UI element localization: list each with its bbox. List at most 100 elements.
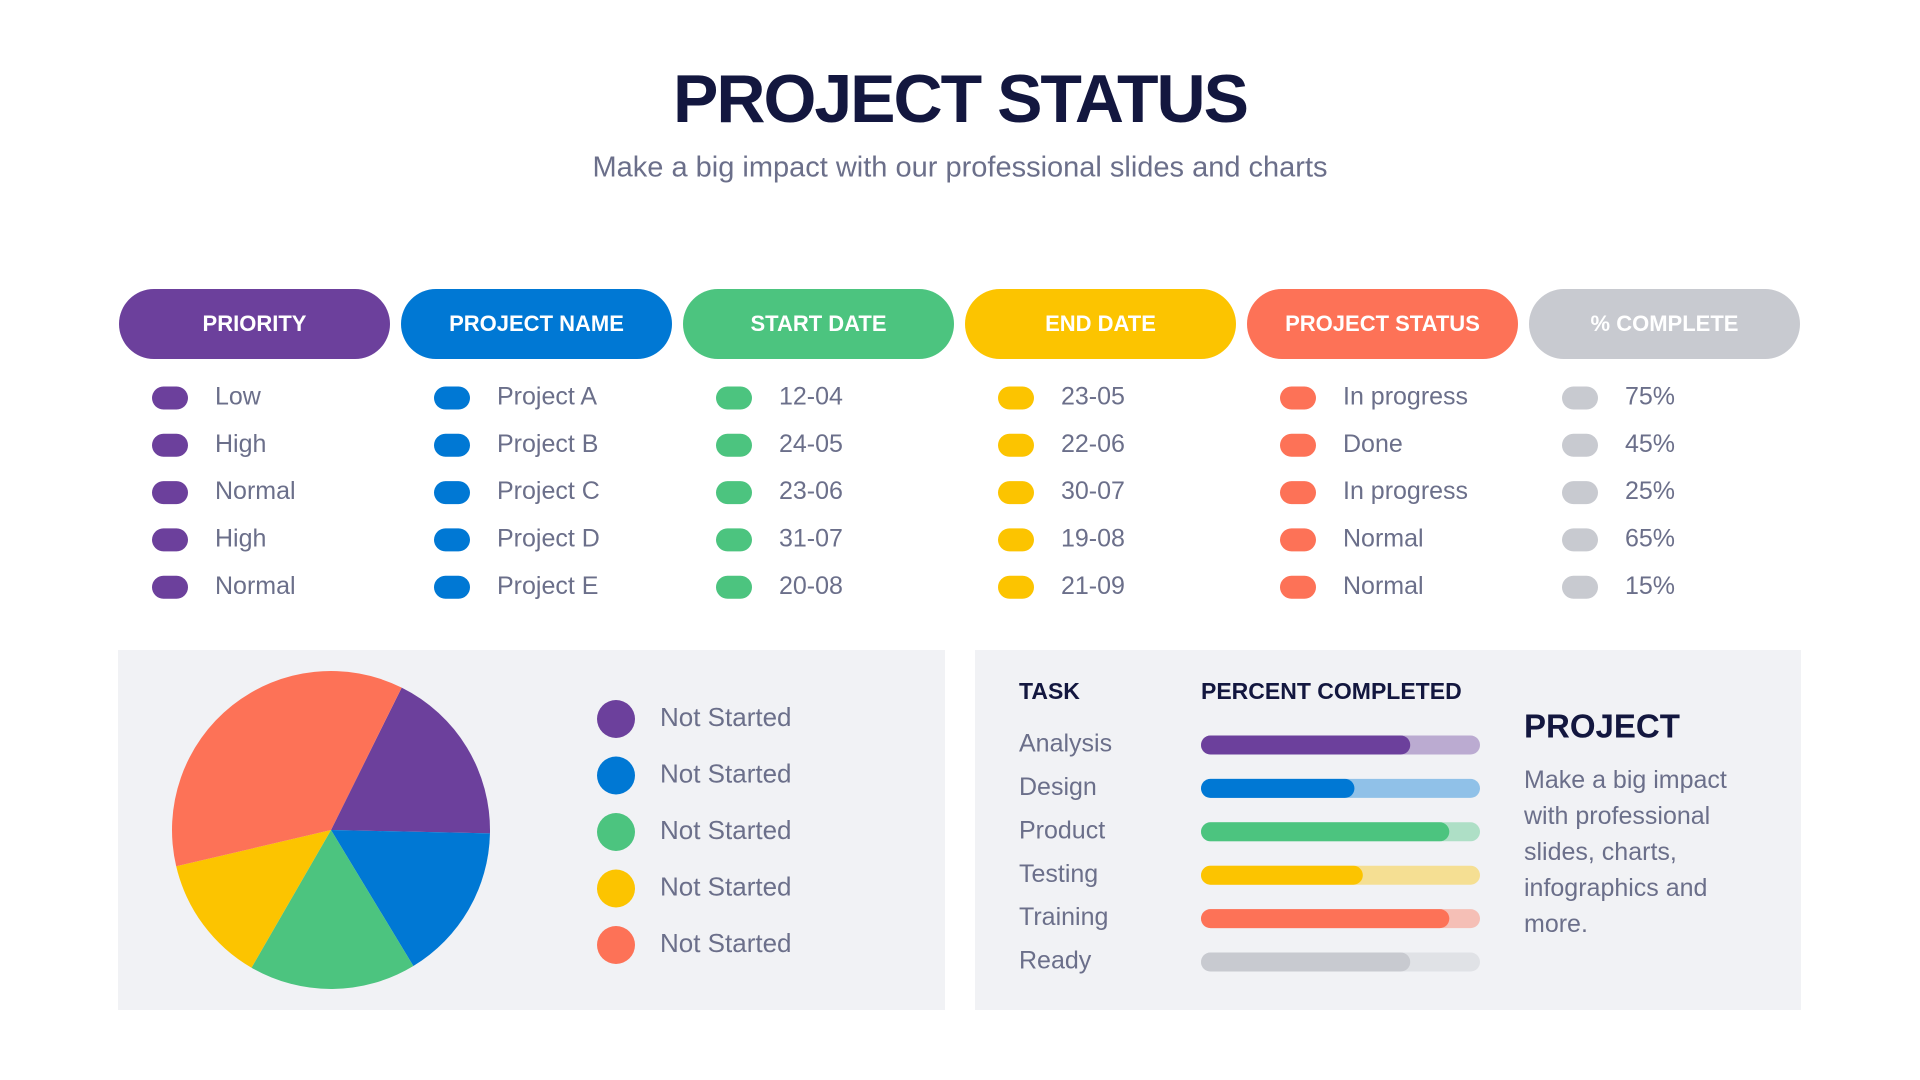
cell: 45% [1625,430,1675,458]
legend-dot [597,869,635,908]
header-label: END DATE [1045,311,1156,336]
row-dot [434,528,470,552]
row-dot [152,386,188,410]
task-label: Design [1019,773,1097,801]
cell: 15% [1625,572,1675,600]
cell: In progress [1343,383,1468,411]
bar [1201,909,1450,929]
header-pill [401,289,672,359]
row-dot [1280,386,1316,410]
pie-slice [172,671,402,867]
header-pill [683,289,954,359]
row-dot [1280,575,1316,599]
row-dot [1280,528,1316,552]
cell: High [215,525,266,553]
cell: 22-06 [1061,430,1125,458]
header-pill [1529,289,1800,359]
cell: Project B [497,430,598,458]
row-dot [434,481,470,505]
cell: High [215,430,266,458]
row-dot [998,433,1034,457]
cell: 24-05 [779,430,843,458]
task-label: Training [1019,903,1108,931]
row-dot [1562,481,1598,505]
row-dot [152,433,188,457]
header-label: PROJECT STATUS [1285,311,1480,336]
pie-slice [251,830,414,989]
task-label: Testing [1019,860,1098,888]
task-label: Ready [1019,947,1092,975]
legend-dot [597,926,635,964]
legend-dot [597,813,635,851]
row-dot [152,528,188,552]
legend-label: Not Started [660,702,792,732]
cell: 23-06 [779,477,843,505]
header-label: PROJECT NAME [449,311,624,336]
pie-slice [331,830,490,967]
cell: 25% [1625,477,1675,505]
cell: 65% [1625,525,1675,553]
legend-label: Not Started [660,815,792,845]
row-dot [998,528,1034,552]
row-dot [716,528,752,552]
row-dot [716,433,752,457]
row-dot [1280,433,1316,457]
bar [1201,865,1363,885]
cell: Project A [497,383,597,411]
row-dot [152,575,188,599]
cell: 12-04 [779,383,843,411]
row-dot [716,386,752,410]
cell: 21-09 [1061,572,1125,600]
cell: Low [215,383,262,411]
cell: Normal [215,572,296,600]
side-title: PROJECT [1524,708,1680,745]
row-dot [152,481,188,505]
row-dot [434,433,470,457]
cell: 30-07 [1061,477,1125,505]
header-pill [1247,289,1518,359]
legend-label: Not Started [660,758,792,788]
row-dot [1280,481,1316,505]
title: PROJECT STATUS [673,61,1247,137]
task-label: Analysis [1019,730,1112,758]
cell: 31-07 [779,525,843,553]
row-dot [716,481,752,505]
cell: Project C [497,477,600,505]
row-dot [1562,575,1598,599]
row-dot [1562,528,1598,552]
header-label: % COMPLETE [1591,311,1739,336]
cell: Normal [1343,572,1424,600]
legend-dot [597,756,635,795]
side-text: Make a big impact with professional slid… [1524,766,1727,938]
header-label: PRIORITY [203,311,307,336]
cell: 23-05 [1061,383,1125,411]
bar [1201,952,1411,972]
header-label: START DATE [750,311,886,336]
legend-label: Not Started [660,928,792,958]
row-dot [998,386,1034,410]
row-dot [434,575,470,599]
pie-slice [176,830,331,968]
header-pill [119,289,390,359]
row-dot [434,386,470,410]
bar [1201,735,1411,755]
row-dot [1562,433,1598,457]
bar [1201,822,1450,842]
legend-dot [597,700,635,738]
cell: Project D [497,525,600,553]
cell: Normal [1343,525,1424,553]
row-dot [998,575,1034,599]
header-pill [965,289,1236,359]
legend-label: Not Started [660,871,792,901]
task-label: Product [1019,816,1105,844]
column-header: PERCENT COMPLETED [1201,678,1462,704]
cell: Project E [497,572,598,600]
cell: 19-08 [1061,525,1125,553]
row-dot [716,575,752,599]
cell: 20-08 [779,572,843,600]
bar [1201,778,1355,798]
cell: Done [1343,430,1403,458]
subtitle: Make a big impact with our professional … [592,152,1327,184]
cell: In progress [1343,477,1468,505]
